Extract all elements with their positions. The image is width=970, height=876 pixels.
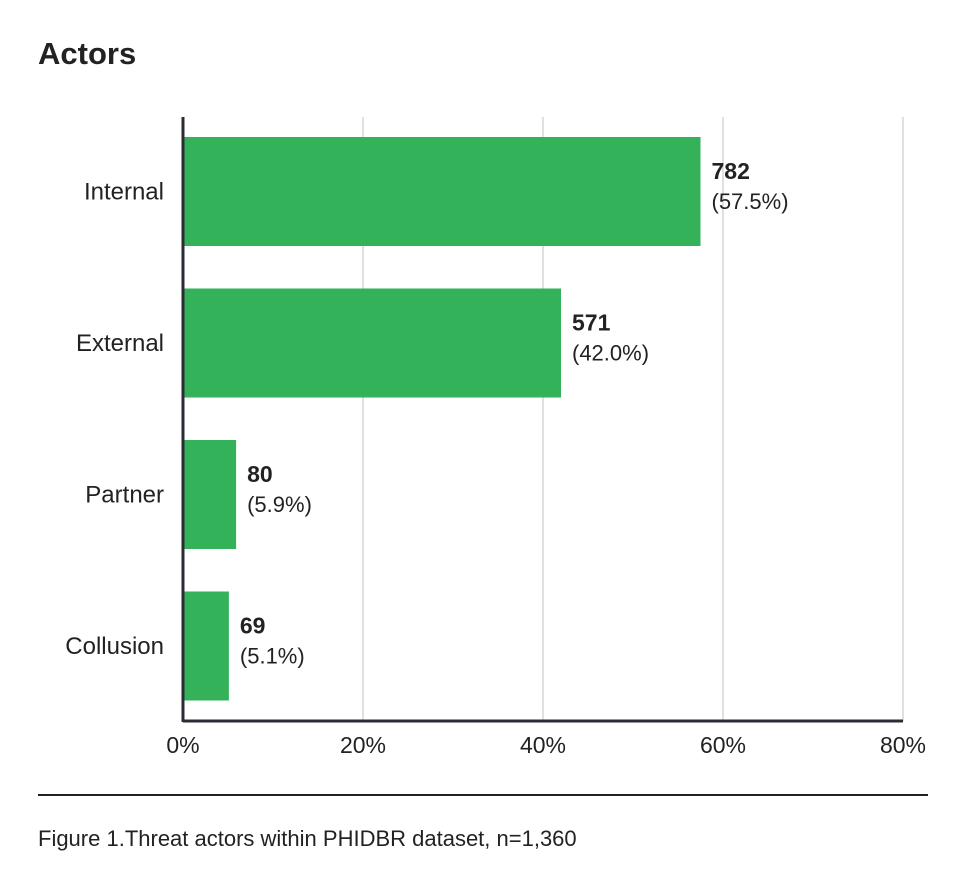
bar-external <box>183 288 561 398</box>
bar-collusion <box>183 591 229 701</box>
bar-internal <box>183 137 701 246</box>
divider <box>38 794 928 796</box>
data-label-count: 69 <box>240 613 266 639</box>
y-tick-label: Internal <box>84 179 164 206</box>
chart-title: Actors <box>38 36 137 71</box>
y-tick-label: Collusion <box>65 633 164 660</box>
data-label-count: 80 <box>247 461 273 487</box>
x-tick-label: 60% <box>700 732 746 758</box>
y-tick-label: Partner <box>85 482 164 509</box>
bar-partner <box>183 440 237 549</box>
data-label-count: 782 <box>712 158 750 184</box>
x-tick-label: 40% <box>520 732 566 758</box>
x-tick-label: 20% <box>340 732 386 758</box>
data-label-percent: (57.5%) <box>712 189 789 214</box>
x-tick-label: 0% <box>166 732 199 758</box>
y-tick-label: External <box>76 330 164 357</box>
data-label-percent: (42.0%) <box>572 341 649 366</box>
bar-chart: 0% 20% 40% 60% 80% Internal 782 (57.5%) External… <box>65 117 926 758</box>
data-label-percent: (5.1%) <box>240 644 305 669</box>
data-label-percent: (5.9%) <box>247 492 312 517</box>
figure-caption: Figure 1.Threat actors within PHIDBR dat… <box>38 826 577 851</box>
x-tick-label: 80% <box>880 732 926 758</box>
data-label-count: 571 <box>572 310 611 336</box>
